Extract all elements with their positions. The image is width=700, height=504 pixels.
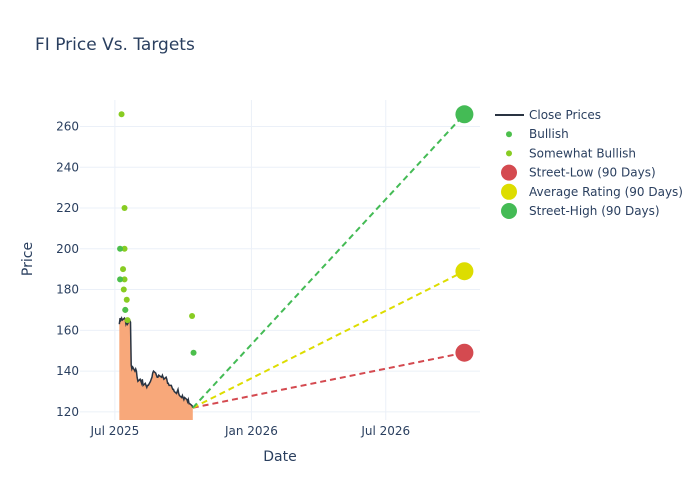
x-axis-label: Date: [263, 449, 296, 465]
y-tick-label: 180: [56, 283, 79, 297]
legend-label: Street-High (90 Days): [529, 204, 660, 218]
y-tick-label: 240: [56, 160, 79, 174]
bullish-point: [122, 306, 129, 313]
legend-marker-swatch: [501, 183, 517, 200]
street-high-target-marker: [455, 105, 474, 124]
legend-marker-swatch: [501, 164, 517, 181]
chart-title: FI Price Vs. Targets: [35, 35, 195, 55]
y-tick-label: 140: [56, 364, 79, 378]
somewhat-bullish-point: [118, 111, 125, 118]
rating-points: [117, 111, 197, 356]
x-axis-ticks: Jul 2025 Jan 2026 Jul 2026: [89, 424, 410, 438]
legend-item-average[interactable]: Average Rating (90 Days): [501, 183, 683, 200]
bullish-point: [117, 276, 124, 283]
average-rating-target-marker: [455, 262, 474, 281]
y-tick-label: 200: [56, 242, 79, 256]
legend-label: Close Prices: [529, 108, 601, 122]
x-tick-label: Jul 2025: [89, 424, 139, 438]
legend-item-close[interactable]: Close Prices: [495, 108, 601, 122]
street-low-target-line: [192, 351, 465, 409]
y-tick-label: 220: [56, 201, 79, 215]
legend-label: Average Rating (90 Days): [529, 185, 683, 199]
close-line-layer: [118, 315, 194, 409]
somewhat-bullish-point: [124, 317, 131, 324]
somewhat-bullish-point: [121, 205, 128, 212]
somewhat-bullish-point: [123, 296, 130, 303]
legend-label: Bullish: [529, 127, 569, 141]
legend-item-somewhat-bullish[interactable]: Somewhat Bullish: [506, 146, 636, 160]
legend-dot-swatch: [506, 131, 512, 138]
legend-marker-swatch: [501, 203, 517, 219]
close-price-area: [119, 318, 193, 420]
y-tick-label: 160: [56, 323, 79, 337]
y-axis-label: Price: [20, 242, 36, 276]
y-tick-label: 120: [56, 405, 79, 419]
legend-item-street-high[interactable]: Street-High (90 Days): [501, 203, 660, 219]
gridlines: [80, 100, 480, 420]
x-tick-label: Jan 2026: [224, 424, 278, 438]
somewhat-bullish-point: [120, 266, 127, 273]
legend-dot-swatch: [506, 150, 512, 157]
somewhat-bullish-point: [189, 313, 196, 320]
legend-item-street-low[interactable]: Street-Low (90 Days): [501, 164, 656, 181]
street-low-target-marker: [455, 343, 474, 362]
somewhat-bullish-point: [120, 286, 127, 293]
legend-label: Somewhat Bullish: [529, 146, 636, 160]
somewhat-bullish-point: [121, 245, 128, 252]
close-area: [119, 318, 193, 420]
bullish-point: [190, 349, 197, 356]
average-rating-target-line: [192, 270, 465, 409]
y-tick-label: 260: [56, 119, 79, 133]
legend-label: Street-Low (90 Days): [529, 166, 656, 180]
bullish-point: [117, 245, 124, 252]
y-axis-ticks: 120 140 160 180 200 220 240 260: [56, 119, 79, 418]
somewhat-bullish-point: [121, 276, 128, 283]
close-price-line: [118, 315, 194, 409]
street-high-target-line: [192, 113, 466, 409]
legend[interactable]: Close Prices Bullish Somewhat Bullish Stree…: [495, 108, 683, 219]
x-tick-label: Jul 2026: [360, 424, 410, 438]
target-lines: [192, 105, 474, 409]
legend-item-bullish[interactable]: Bullish: [506, 127, 569, 141]
